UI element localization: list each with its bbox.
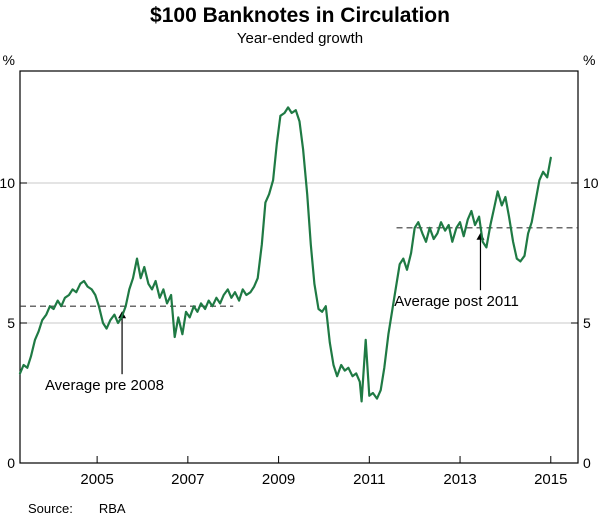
chart-subtitle: Year-ended growth	[236, 30, 364, 47]
y-axis-unit-left: %	[3, 52, 15, 68]
annotation-label: Average post 2011	[394, 293, 519, 310]
annotation-label: Average pre 2008	[45, 377, 164, 394]
y-tick-label-right: 0	[583, 455, 591, 471]
x-tick-label: 2005	[80, 471, 113, 488]
y-axis-unit-right: %	[583, 52, 595, 68]
chart-title: $100 Banknotes in Circulation	[150, 4, 450, 27]
plot-frame	[19, 70, 579, 464]
source-value: RBA	[98, 501, 126, 516]
y-tick-label-right: 10	[583, 175, 599, 191]
x-tick-label: 2013	[443, 471, 476, 488]
source-label: Source:	[28, 501, 73, 516]
line-chart: 2005 2007 2009 2011 2013 2015 0 0 5 5 10 10% % Averag…	[0, 52, 599, 488]
x-tick-label: 2011	[353, 471, 385, 488]
y-tick-label-right: 5	[583, 315, 591, 331]
x-tick-label: 2007	[171, 471, 204, 488]
y-tick-label-left: 10	[0, 175, 15, 191]
x-tick-label: 2015	[534, 471, 567, 488]
series-line	[18, 106, 552, 403]
y-tick-label-left: 0	[7, 455, 15, 471]
y-tick-label-left: 5	[7, 315, 15, 331]
source-note: Source: RBA	[28, 501, 126, 516]
x-tick-label: 2009	[262, 471, 295, 488]
